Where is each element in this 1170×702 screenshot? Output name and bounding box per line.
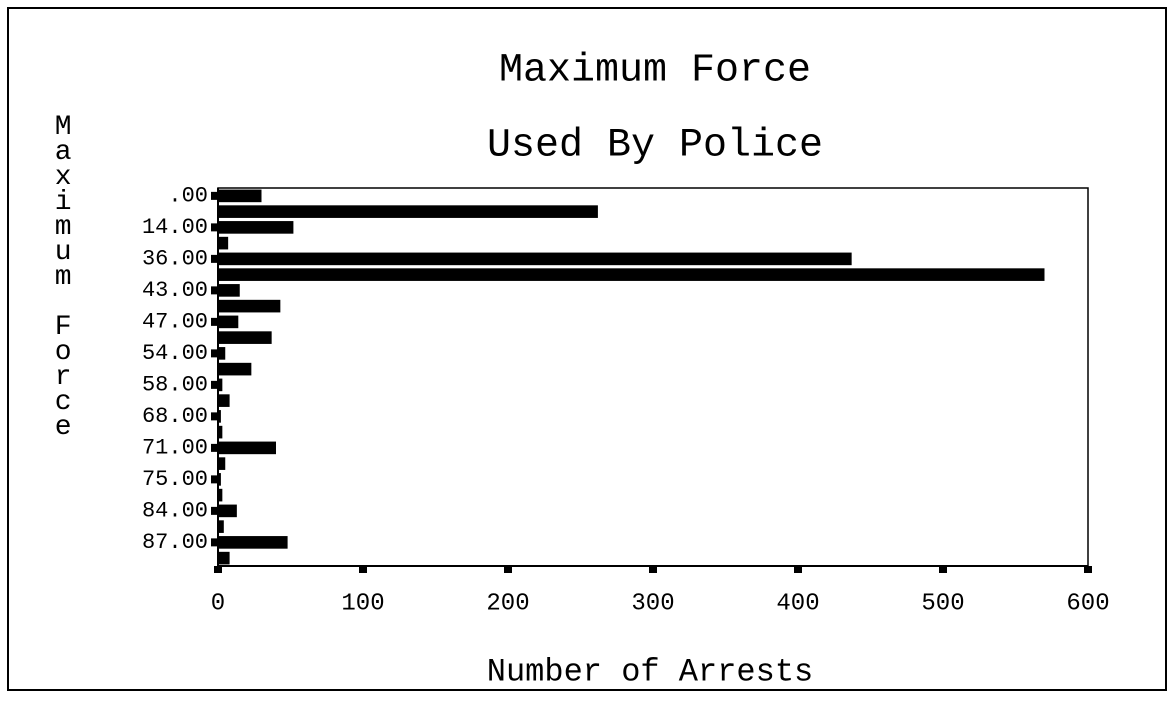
bar xyxy=(218,347,226,360)
x-tick-label: 100 xyxy=(341,590,384,617)
bar xyxy=(218,189,262,203)
x-tick-label: 200 xyxy=(486,590,529,617)
bar xyxy=(218,315,239,329)
y-tick xyxy=(211,538,218,547)
y-tick-label: 47.00 xyxy=(142,310,208,335)
x-tick xyxy=(1084,566,1092,573)
bar xyxy=(218,473,221,486)
bar xyxy=(218,504,237,518)
bar xyxy=(218,378,223,392)
chart-title: Maximum Force xyxy=(499,49,811,94)
bar xyxy=(218,221,294,234)
bar xyxy=(218,205,598,218)
y-tick-label: 87.00 xyxy=(142,530,208,555)
bar xyxy=(218,425,223,439)
x-tick-label: 400 xyxy=(776,590,819,617)
y-tick xyxy=(211,475,218,484)
y-tick-label: .00 xyxy=(168,184,208,209)
bar xyxy=(218,551,230,565)
x-tick xyxy=(649,566,657,573)
bar xyxy=(218,410,221,423)
x-tick-label: 500 xyxy=(921,590,964,617)
x-tick xyxy=(939,566,947,573)
bar xyxy=(218,284,240,297)
y-tick-label: 71.00 xyxy=(142,436,208,461)
y-tick-label: 36.00 xyxy=(142,247,208,272)
y-tick-label: 58.00 xyxy=(142,373,208,398)
y-tick xyxy=(211,380,218,389)
bar xyxy=(218,457,226,470)
x-tick-label: 0 xyxy=(211,590,225,617)
bar xyxy=(218,441,276,455)
y-tick xyxy=(211,349,218,358)
bar xyxy=(218,536,288,549)
bar xyxy=(218,252,852,266)
y-tick xyxy=(211,506,218,515)
x-tick xyxy=(359,566,367,573)
y-tick xyxy=(211,223,218,232)
y-tick-label: 14.00 xyxy=(142,215,208,240)
x-axis-label: Number of Arrests xyxy=(487,653,813,690)
x-tick-label: 600 xyxy=(1066,590,1109,617)
bar xyxy=(218,331,272,344)
bar xyxy=(218,520,224,533)
y-axis-label: Maximum Force xyxy=(48,112,79,437)
y-tick-label: 75.00 xyxy=(142,467,208,492)
frame xyxy=(7,7,1167,691)
bar xyxy=(218,362,252,376)
x-tick xyxy=(214,566,222,573)
x-tick xyxy=(794,566,802,573)
y-tick xyxy=(211,286,218,295)
x-tick xyxy=(504,566,512,573)
y-tick xyxy=(211,443,218,452)
bar xyxy=(218,394,230,407)
bar xyxy=(218,488,223,502)
bar xyxy=(218,299,281,313)
y-tick xyxy=(211,317,218,326)
plot-frame xyxy=(217,187,1089,567)
y-tick-label: 84.00 xyxy=(142,499,208,524)
y-tick-label: 54.00 xyxy=(142,341,208,366)
y-tick xyxy=(211,254,218,263)
x-tick-label: 300 xyxy=(631,590,674,617)
bar xyxy=(218,268,1045,281)
y-tick-label: 43.00 xyxy=(142,278,208,303)
y-tick xyxy=(211,191,218,200)
chart-title: Used By Police xyxy=(487,124,823,169)
y-tick xyxy=(211,412,218,421)
bar xyxy=(218,236,229,250)
y-tick-label: 68.00 xyxy=(142,404,208,429)
